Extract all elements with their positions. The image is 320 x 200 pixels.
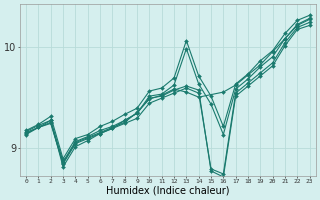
X-axis label: Humidex (Indice chaleur): Humidex (Indice chaleur) <box>106 186 230 196</box>
